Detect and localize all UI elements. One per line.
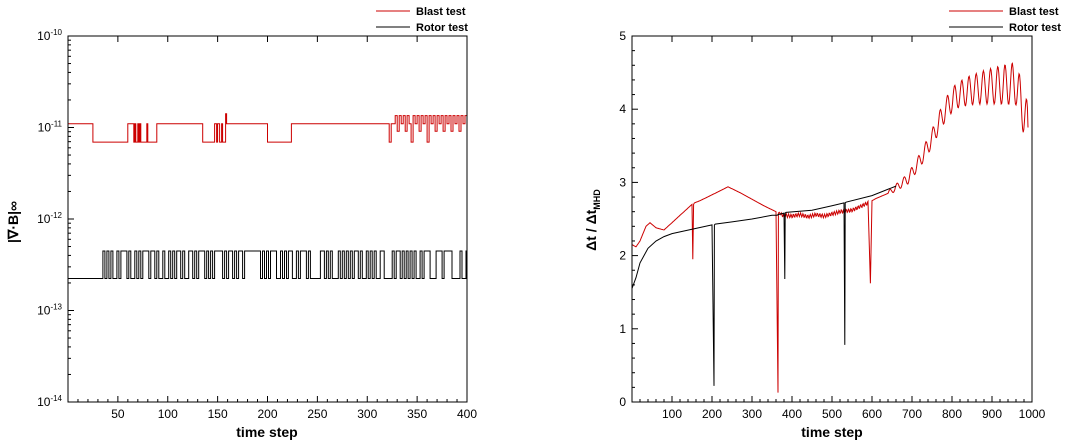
right-x-tick-label: 500 bbox=[822, 407, 842, 421]
right-y-tick-label: 1 bbox=[619, 322, 626, 336]
right-series-blast-line bbox=[631, 62, 1029, 393]
right-x-tick-label: 800 bbox=[942, 407, 962, 421]
left-x-tick-label: 350 bbox=[407, 407, 427, 421]
left-legend-label-rotor: Rotor test bbox=[416, 22, 468, 34]
right-y-tick-label: 0 bbox=[619, 395, 626, 409]
left-y-tick-label: 10-13 bbox=[37, 303, 62, 318]
left-series-rotor-line bbox=[68, 250, 467, 279]
left-y-tick-label: 10-10 bbox=[37, 28, 62, 43]
left-x-tick-label: 200 bbox=[257, 407, 277, 421]
left-x-tick-label: 100 bbox=[158, 407, 178, 421]
left-legend: Blast test Rotor test bbox=[376, 6, 468, 34]
left-y-tick-label: 10-11 bbox=[38, 120, 63, 135]
right-x-tick-label: 300 bbox=[742, 407, 762, 421]
left-y-axis-title: |∇·B|∞ bbox=[5, 201, 21, 243]
right-y-tick-label: 3 bbox=[619, 175, 626, 189]
left-x-tick-label: 150 bbox=[208, 407, 228, 421]
right-chart: 100 200 300 400 500 600 700 800 900 1000 0 1 2 3 4 5 ti… bbox=[583, 6, 1061, 440]
right-series-rotor-line bbox=[631, 185, 897, 386]
left-y-tick-label: 10-12 bbox=[37, 211, 62, 226]
left-y-tick-label: 10-14 bbox=[37, 394, 62, 409]
right-legend-label-blast: Blast test bbox=[1009, 6, 1059, 18]
right-x-tick-label: 700 bbox=[902, 407, 922, 421]
right-plot-frame bbox=[631, 35, 1033, 403]
right-y-axis-title-sub: MHD bbox=[592, 189, 602, 210]
right-legend: Blast test Rotor test bbox=[949, 6, 1061, 34]
right-x-tick-label: 1000 bbox=[1019, 407, 1046, 421]
right-y-tick-label: 2 bbox=[619, 249, 626, 263]
right-x-tick-label: 900 bbox=[982, 407, 1002, 421]
right-y-tick-label: 5 bbox=[619, 29, 626, 43]
right-y-axis-title: Δt / ΔtMHD bbox=[583, 189, 602, 251]
right-x-tick-label: 400 bbox=[782, 407, 802, 421]
left-x-tick-label: 300 bbox=[357, 407, 377, 421]
left-plot-frame bbox=[67, 35, 468, 403]
right-x-tick-label: 600 bbox=[862, 407, 882, 421]
left-legend-label-blast: Blast test bbox=[416, 6, 466, 18]
right-x-tick-label: 200 bbox=[702, 407, 722, 421]
left-chart: 50 100 150 200 250 300 350 400 10-14 10-13 10-12 10… bbox=[5, 6, 477, 440]
right-x-axis-title: time step bbox=[801, 424, 862, 440]
right-legend-label-rotor: Rotor test bbox=[1009, 22, 1061, 34]
right-y-tick-label: 4 bbox=[619, 102, 626, 116]
left-y-axis-title-text: |∇·B|∞ bbox=[5, 201, 21, 243]
left-x-axis-title: time step bbox=[236, 424, 297, 440]
left-x-tick-label: 250 bbox=[307, 407, 327, 421]
left-x-tick-label: 400 bbox=[457, 407, 477, 421]
left-x-tick-label: 50 bbox=[111, 407, 125, 421]
left-series-blast-line bbox=[68, 113, 467, 143]
right-x-tick-label: 100 bbox=[662, 407, 682, 421]
right-y-axis-title-main: Δt / Δt bbox=[583, 209, 599, 250]
